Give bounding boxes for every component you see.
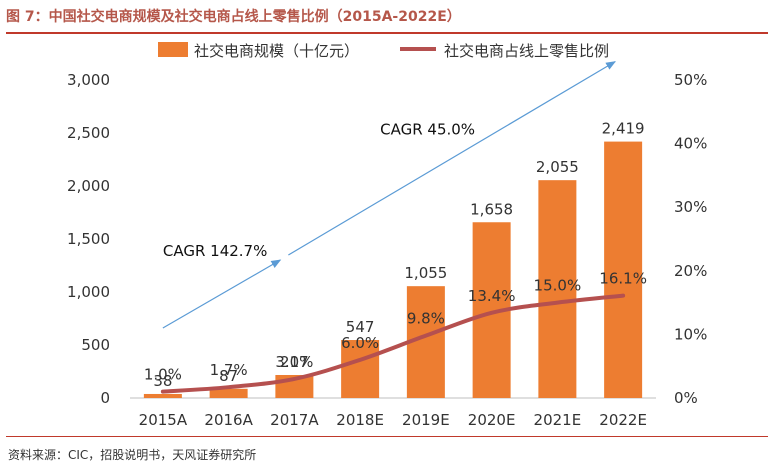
right-tick-label: 50% xyxy=(674,71,707,89)
legend-label: 社交电商占线上零售比例 xyxy=(444,42,609,60)
left-tick-label: 1,000 xyxy=(67,283,110,301)
bar-value-label: 87 xyxy=(219,367,238,385)
left-tick-label: 500 xyxy=(81,336,110,354)
bar xyxy=(209,388,248,398)
x-tick-label: 2019E xyxy=(402,411,450,429)
right-tick-label: 20% xyxy=(674,262,707,280)
line-point xyxy=(227,385,231,389)
legend: 社交电商规模（十亿元） 社交电商占线上零售比例 xyxy=(158,42,609,60)
line-point xyxy=(292,377,296,381)
x-tick-label: 2021E xyxy=(534,411,582,429)
left-tick-label: 2,500 xyxy=(67,124,110,142)
line-value-label: 1.7% xyxy=(210,361,248,379)
left-tick-label: 1,500 xyxy=(67,230,110,248)
legend-swatch-bar xyxy=(158,42,188,57)
x-tick-label: 2016A xyxy=(204,411,253,429)
line-point xyxy=(358,358,362,362)
line-point xyxy=(621,294,625,298)
x-tick-label: 2020E xyxy=(468,411,516,429)
right-tick-label: 40% xyxy=(674,135,707,153)
ratio-line xyxy=(160,293,626,394)
line-value-label: 16.1% xyxy=(599,270,647,288)
cagr-arrow xyxy=(288,61,616,256)
x-tick-label: 2022E xyxy=(599,411,647,429)
line-point xyxy=(490,311,494,315)
bar-value-label: 217 xyxy=(280,353,309,371)
x-tick-label: 2015A xyxy=(139,411,188,429)
bar-value-label: 547 xyxy=(346,318,375,336)
bar-value-label: 2,055 xyxy=(536,158,579,176)
bar-value-label: 2,419 xyxy=(602,120,645,138)
cagr-arrow xyxy=(162,259,282,329)
line-value-label: 9.8% xyxy=(407,310,445,328)
x-tick-label: 2018E xyxy=(336,411,384,429)
cagr-label: CAGR 142.7% xyxy=(163,242,267,260)
line-value-label: 6.0% xyxy=(341,334,379,352)
right-tick-label: 30% xyxy=(674,198,707,216)
bar-value-label: 1,658 xyxy=(470,200,513,218)
legend-label: 社交电商规模（十亿元） xyxy=(194,42,359,60)
right-tick-label: 10% xyxy=(674,325,707,343)
source-divider xyxy=(6,436,768,437)
line-point xyxy=(424,334,428,338)
line-value-label: 15.0% xyxy=(534,277,582,295)
axes: 0 500 1,000 1,500 2,000 2,500 3,000 0% 10% 20% 30%… xyxy=(67,71,707,429)
bar-value-label: 38 xyxy=(153,372,172,390)
line-value-label: 1.0% xyxy=(144,366,182,384)
line-series xyxy=(160,293,626,394)
figure-title: 图 7：中国社交电商规模及社交电商占线上零售比例（2015A-2022E） xyxy=(6,9,461,25)
line-value-label: 3.0% xyxy=(275,353,313,371)
bar xyxy=(143,393,182,398)
annotations: CAGR 142.7% CAGR 45.0% xyxy=(162,61,616,329)
bar-series xyxy=(143,141,643,398)
left-tick-label: 2,000 xyxy=(67,177,110,195)
title-divider xyxy=(6,32,768,34)
left-tick-label: 3,000 xyxy=(67,71,110,89)
source-note: 资料来源：CIC，招股说明书，天风证券研究所 xyxy=(8,448,257,462)
right-tick-label: 0% xyxy=(674,389,698,407)
bar xyxy=(341,340,380,398)
line-value-label: 13.4% xyxy=(468,287,516,305)
line-point xyxy=(161,390,165,394)
bar-value-label: 1,055 xyxy=(404,264,447,282)
line-point xyxy=(555,301,559,305)
left-tick-label: 0 xyxy=(100,389,110,407)
data-labels: 38 87 217 547 1,055 1,658 2,055 2,419 1.0% 1.7% 3.… xyxy=(144,120,647,390)
x-tick-label: 2017A xyxy=(270,411,319,429)
bar xyxy=(604,141,643,398)
bar xyxy=(538,180,577,398)
cagr-label: CAGR 45.0% xyxy=(380,120,475,138)
